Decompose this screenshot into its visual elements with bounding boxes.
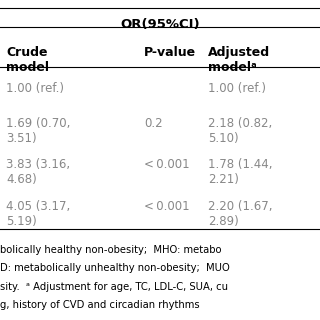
Text: Crude
model: Crude model <box>6 46 49 75</box>
Text: < 0.001: < 0.001 <box>144 158 190 172</box>
Text: 3.83 (3.16,
4.68): 3.83 (3.16, 4.68) <box>6 158 70 186</box>
Text: OR(95%CI): OR(95%CI) <box>120 18 200 31</box>
Text: P-value: P-value <box>144 46 196 60</box>
Text: Adjusted
modelᵃ: Adjusted modelᵃ <box>208 46 270 75</box>
Text: 1.78 (1.44,
2.21): 1.78 (1.44, 2.21) <box>208 158 273 186</box>
Text: < 0.001: < 0.001 <box>144 200 190 213</box>
Text: sity.  ᵃ Adjustment for age, TC, LDL-C, SUA, cu: sity. ᵃ Adjustment for age, TC, LDL-C, S… <box>0 282 228 292</box>
Text: 1.69 (0.70,
3.51): 1.69 (0.70, 3.51) <box>6 117 71 145</box>
Text: 4.05 (3.17,
5.19): 4.05 (3.17, 5.19) <box>6 200 71 228</box>
Text: g, history of CVD and circadian rhythms: g, history of CVD and circadian rhythms <box>0 300 200 310</box>
Text: bolically healthy non-obesity;  MHO: metabo: bolically healthy non-obesity; MHO: meta… <box>0 245 221 255</box>
Text: 2.20 (1.67,
2.89): 2.20 (1.67, 2.89) <box>208 200 273 228</box>
Text: 2.18 (0.82,
5.10): 2.18 (0.82, 5.10) <box>208 117 272 145</box>
Text: D: metabolically unhealthy non-obesity;  MUO: D: metabolically unhealthy non-obesity; … <box>0 263 230 273</box>
Text: 0.2: 0.2 <box>144 117 163 130</box>
Text: 1.00 (ref.): 1.00 (ref.) <box>208 82 266 95</box>
Text: 1.00 (ref.): 1.00 (ref.) <box>6 82 64 95</box>
